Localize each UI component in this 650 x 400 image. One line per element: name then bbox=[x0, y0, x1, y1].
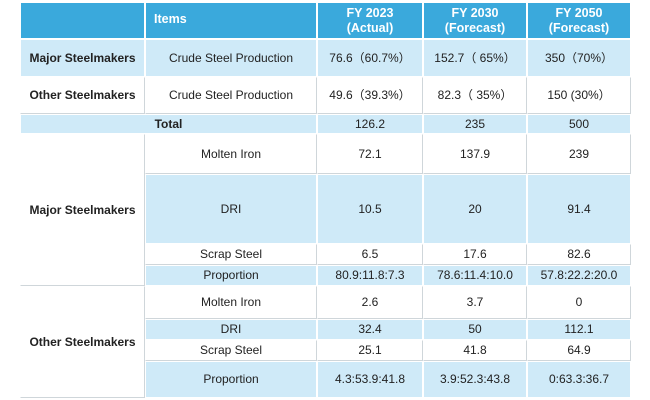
row-item: Scrap Steel bbox=[145, 244, 317, 265]
row-item: Crude Steel Production bbox=[145, 77, 317, 114]
group-label: Major Steelmakers bbox=[20, 134, 145, 286]
total-label: Total bbox=[20, 114, 317, 134]
header-fy2050-year: FY 2050 bbox=[555, 5, 603, 20]
row-label: Major Steelmakers bbox=[20, 39, 145, 77]
value-cell: 64.9 bbox=[527, 340, 631, 361]
value-cell: 239 bbox=[527, 134, 631, 174]
header-items: Items bbox=[145, 2, 317, 39]
row-item: Molten Iron bbox=[145, 134, 317, 174]
row-item: Crude Steel Production bbox=[145, 39, 317, 77]
value-cell: 72.1 bbox=[317, 134, 423, 174]
header-fy2030: FY 2030 (Forecast) bbox=[423, 2, 527, 39]
value-cell: 112.1 bbox=[527, 319, 631, 340]
value-cell: 4.3:53.9:41.8 bbox=[317, 361, 423, 398]
value-cell: 150 (30%） bbox=[527, 77, 631, 114]
row-item: Proportion bbox=[145, 361, 317, 398]
value-cell: 3.9:52.3:43.8 bbox=[423, 361, 527, 398]
value-cell: 126.2 bbox=[317, 114, 423, 134]
row-item: Molten Iron bbox=[145, 286, 317, 319]
value-cell: 17.6 bbox=[423, 244, 527, 265]
header-fy2030-year: FY 2030 bbox=[451, 5, 499, 20]
value-cell: 3.7 bbox=[423, 286, 527, 319]
header-items-label: Items bbox=[154, 12, 187, 26]
value-cell: 0:63.3:36.7 bbox=[527, 361, 631, 398]
value-cell: 50 bbox=[423, 319, 527, 340]
group-label: Other Steelmakers bbox=[20, 286, 145, 398]
header-fy2023: FY 2023 (Actual) bbox=[317, 2, 423, 39]
header-fy2023-year: FY 2023 bbox=[346, 5, 394, 20]
header-fy2050-sub: (Forecast) bbox=[548, 20, 610, 35]
value-cell: 80.9:11.8:7.3 bbox=[317, 265, 423, 286]
header-corner bbox=[20, 2, 145, 39]
header-fy2030-sub: (Forecast) bbox=[444, 20, 506, 35]
value-cell: 20 bbox=[423, 174, 527, 244]
value-cell: 350（70%） bbox=[527, 39, 631, 77]
value-cell: 152.7（ 65%） bbox=[423, 39, 527, 77]
value-cell: 76.6（60.7%） bbox=[317, 39, 423, 77]
header-fy2050: FY 2050 (Forecast) bbox=[527, 2, 631, 39]
row-item: Proportion bbox=[145, 265, 317, 286]
value-cell: 10.5 bbox=[317, 174, 423, 244]
value-cell: 41.8 bbox=[423, 340, 527, 361]
value-cell: 78.6:11.4:10.0 bbox=[423, 265, 527, 286]
value-cell: 137.9 bbox=[423, 134, 527, 174]
value-cell: 2.6 bbox=[317, 286, 423, 319]
row-label: Other Steelmakers bbox=[20, 77, 145, 114]
value-cell: 500 bbox=[527, 114, 631, 134]
value-cell: 235 bbox=[423, 114, 527, 134]
value-cell: 25.1 bbox=[317, 340, 423, 361]
value-cell: 0 bbox=[527, 286, 631, 319]
row-item: DRI bbox=[145, 174, 317, 244]
value-cell: 91.4 bbox=[527, 174, 631, 244]
value-cell: 6.5 bbox=[317, 244, 423, 265]
row-item: DRI bbox=[145, 319, 317, 340]
value-cell: 82.3（ 35%） bbox=[423, 77, 527, 114]
value-cell: 49.6（39.3%） bbox=[317, 77, 423, 114]
header-fy2023-sub: (Actual) bbox=[346, 20, 394, 35]
row-item: Scrap Steel bbox=[145, 340, 317, 361]
value-cell: 82.6 bbox=[527, 244, 631, 265]
value-cell: 57.8:22.2:20.0 bbox=[527, 265, 631, 286]
value-cell: 32.4 bbox=[317, 319, 423, 340]
